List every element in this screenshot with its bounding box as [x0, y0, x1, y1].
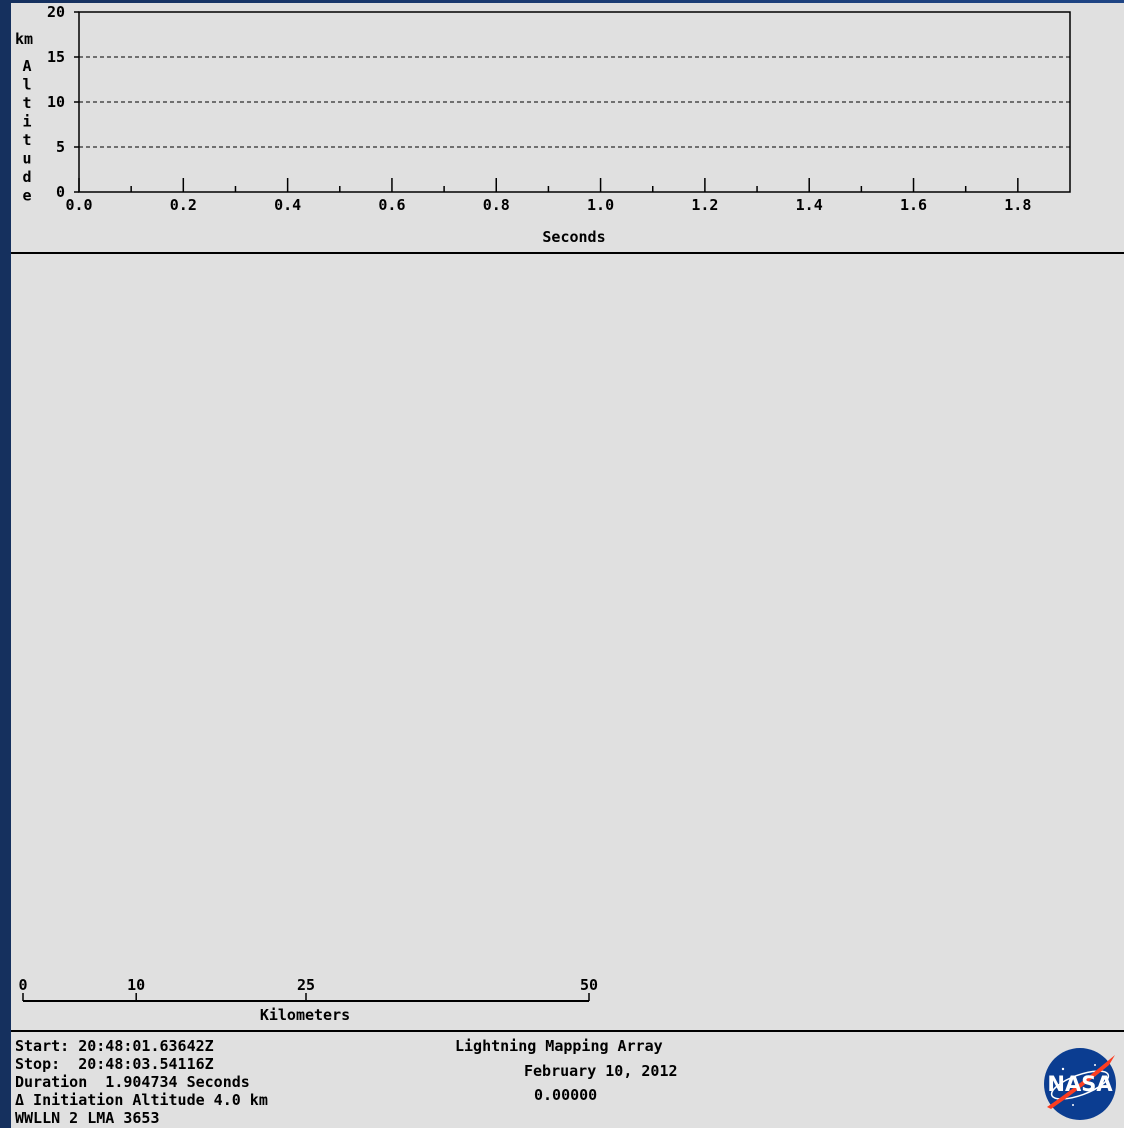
info-stop: Stop: 20:48:03.54116Z [15, 1055, 214, 1073]
nasa-logo-star [1094, 1064, 1096, 1066]
y-tick-label: 10 [47, 93, 65, 111]
value-label: 0.00000 [534, 1086, 598, 1104]
x-tick-label: 0.6 [378, 196, 405, 214]
nasa-logo-orbit [1050, 1070, 1110, 1100]
info-network: WWLLN 2 LMA 3653 [15, 1109, 160, 1127]
y-tick-label: 20 [47, 3, 65, 21]
x-tick-label: 1.8 [1004, 196, 1031, 214]
x-tick-label: 1.6 [900, 196, 927, 214]
info-initiation: Δ Initiation Altitude 4.0 km [15, 1091, 268, 1109]
scale-bar-title: Kilometers [260, 1006, 350, 1024]
scale-bar-label: 0 [18, 976, 27, 994]
y-axis-label-letter: t [22, 94, 31, 112]
y-axis-label-letter: e [22, 187, 31, 205]
x-tick-label: 1.4 [796, 196, 823, 214]
scale-bar-label: 25 [297, 976, 315, 994]
x-axis-label: Seconds [542, 228, 605, 246]
info-start: Start: 20:48:01.63642Z [15, 1037, 214, 1055]
y-tick-label: 5 [56, 138, 65, 156]
x-tick-label: 0.4 [274, 196, 301, 214]
y-axis-label-letter: u [22, 150, 31, 168]
y-tick-label: 15 [47, 48, 65, 66]
nasa-logo-text: NASA [1047, 1072, 1113, 1096]
y-tick-label: 0 [56, 183, 65, 201]
system-title: Lightning Mapping Array [455, 1037, 663, 1055]
x-tick-label: 0.0 [65, 196, 92, 214]
nasa-logo: NASA [1044, 1048, 1116, 1120]
y-axis-label-letter: A [22, 57, 31, 75]
nasa-logo-star [1061, 1067, 1065, 1071]
plot-panel [11, 3, 1124, 1128]
y-unit-label: km [15, 30, 33, 48]
x-tick-label: 1.0 [587, 196, 614, 214]
info-duration: Duration 1.904734 Seconds [15, 1073, 250, 1091]
scale-bar-label: 10 [127, 976, 145, 994]
y-axis-label-letter: i [22, 113, 31, 131]
nasa-logo-star [1072, 1104, 1074, 1106]
y-axis-label-letter: d [22, 168, 31, 186]
x-tick-label: 0.8 [483, 196, 510, 214]
nasa-logo-vector [1047, 1055, 1115, 1109]
scale-bar-label: 50 [580, 976, 598, 994]
y-axis-label-letter: l [22, 76, 31, 94]
date-label: February 10, 2012 [524, 1062, 678, 1080]
x-tick-label: 1.2 [691, 196, 718, 214]
y-axis-label-letter: t [22, 131, 31, 149]
x-tick-label: 0.2 [170, 196, 197, 214]
